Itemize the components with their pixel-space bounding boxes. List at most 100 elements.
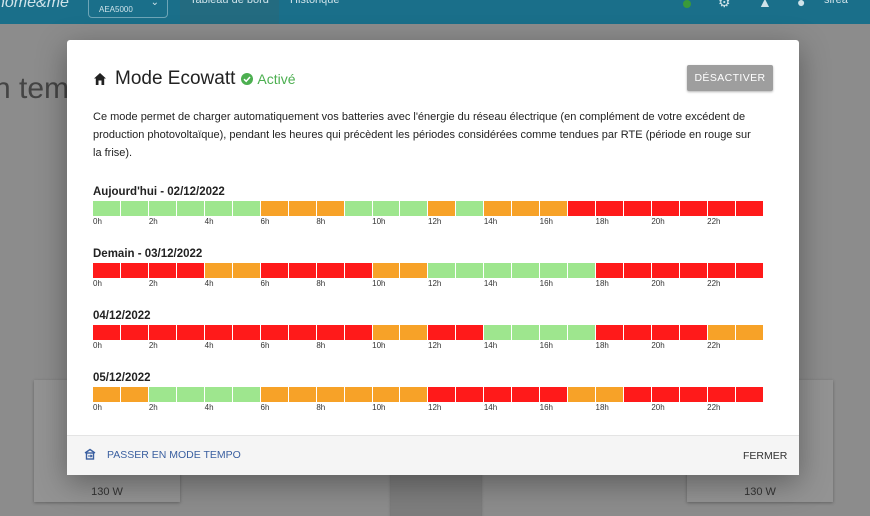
hour-tick-label: 14h (483, 341, 498, 350)
hour-segment (735, 387, 763, 402)
hour-tick-label: 6h (260, 403, 270, 412)
hour-ticks: 0h 2h 4h 6h 8h 10h 12h 14h 16h 18h 20h 22h (93, 279, 763, 291)
hour-tick-label: 2h (148, 279, 158, 288)
hour-tick-label: 12h (428, 341, 442, 350)
hour-tick-label: 8h (316, 341, 326, 350)
hour-segment (428, 263, 457, 278)
close-button[interactable]: FERMER (743, 450, 788, 462)
day-title: 04/12/2022 (93, 310, 151, 322)
tab-history[interactable]: Historique (290, 0, 340, 6)
hour-segment (372, 263, 401, 278)
hour-bar (93, 325, 763, 340)
hour-segment (148, 387, 177, 402)
hour-segment (484, 201, 513, 216)
hour-segment (93, 263, 121, 278)
hour-tick-label: 14h (483, 217, 498, 226)
hour-segment (316, 325, 345, 340)
hour-tick-label: 4h (204, 403, 214, 412)
hour-tick-label: 22h (707, 403, 721, 412)
mode-description: Ce mode permet de charger automatiquemen… (93, 111, 751, 159)
hour-segment (344, 325, 373, 340)
hour-tick-label: 8h (316, 403, 326, 412)
hour-segment (93, 387, 121, 402)
hour-tick-label: 12h (428, 403, 442, 412)
hour-segment (512, 387, 541, 402)
hour-tick-label: 0h (93, 279, 102, 288)
hour-segment (204, 387, 233, 402)
hour-segment (707, 201, 736, 216)
hour-segment (484, 263, 513, 278)
hour-segment (260, 387, 289, 402)
hour-segment (344, 263, 373, 278)
hour-tick-label: 12h (428, 217, 442, 226)
hour-segment (316, 387, 345, 402)
hour-tick-label: 22h (707, 217, 721, 226)
site-select[interactable]: AEA5000 ⌄ (88, 0, 168, 18)
hour-segment (707, 387, 736, 402)
tab-dashboard[interactable]: Tableau de bord (180, 0, 279, 24)
bell-icon[interactable]: ▲ (758, 0, 772, 10)
hour-segment (568, 387, 597, 402)
hour-segment (260, 263, 289, 278)
hour-tick-label: 14h (483, 403, 498, 412)
hour-segment (456, 325, 485, 340)
hour-segment (204, 325, 233, 340)
day-title: Demain - 03/12/2022 (93, 248, 203, 260)
hour-segment (260, 201, 289, 216)
hour-segment (540, 325, 569, 340)
hour-tick-label: 20h (651, 403, 665, 412)
hour-segment (735, 325, 763, 340)
hour-segment (707, 263, 736, 278)
hour-segment (120, 325, 149, 340)
day-timeline: Aujourd'hui - 02/12/2022 0h 2h 4h 6h 8h 10h 12h… (93, 186, 763, 229)
hour-segment (680, 263, 708, 278)
hour-ticks: 0h 2h 4h 6h 8h 10h 12h 14h 16h 18h 20h 22h (93, 217, 763, 229)
hour-tick-label: 10h (372, 403, 386, 412)
hour-segment (120, 201, 149, 216)
hour-segment (680, 387, 708, 402)
hour-tick-label: 10h (372, 279, 386, 288)
hour-segment (232, 201, 261, 216)
hour-tick-label: 18h (595, 403, 609, 412)
hour-segment (176, 263, 205, 278)
hour-tick-label: 6h (260, 217, 270, 226)
hour-tick-label: 18h (595, 341, 609, 350)
bicycle-icon[interactable]: ⚙ (718, 0, 731, 10)
hour-segment (596, 201, 625, 216)
hour-segment (176, 387, 205, 402)
user-name[interactable]: sirea (824, 0, 848, 6)
hour-tick-label: 2h (148, 403, 158, 412)
modal-header: Mode Ecowatt Activé (93, 68, 296, 90)
hour-tick-label: 22h (707, 279, 721, 288)
hour-segment (288, 325, 317, 340)
hour-segment (93, 325, 121, 340)
day-title: 05/12/2022 (93, 372, 151, 384)
hour-tick-label: 22h (707, 341, 721, 350)
hour-segment (456, 387, 485, 402)
hour-segment (176, 325, 205, 340)
hour-segment (428, 201, 457, 216)
user-icon[interactable]: ● (797, 0, 806, 10)
hour-segment (260, 325, 289, 340)
deactivate-button[interactable]: DÉSACTIVER (687, 65, 773, 91)
hour-segment (372, 387, 401, 402)
hour-tick-label: 2h (148, 341, 158, 350)
hour-tick-label: 8h (316, 279, 326, 288)
hour-segment (120, 263, 149, 278)
hour-tick-label: 16h (539, 403, 554, 412)
hour-segment (316, 201, 345, 216)
hour-tick-label: 18h (595, 217, 609, 226)
hour-tick-label: 16h (539, 217, 554, 226)
hour-tick-label: 12h (428, 279, 442, 288)
switch-tempo-button[interactable]: PASSER EN MODE TEMPO (83, 448, 241, 462)
hour-segment (484, 387, 513, 402)
status-dot (683, 0, 691, 8)
hour-segment (204, 201, 233, 216)
hour-segment (680, 325, 708, 340)
hour-segment (540, 387, 569, 402)
hour-ticks: 0h 2h 4h 6h 8h 10h 12h 14h 16h 18h 20h 22h (93, 341, 763, 353)
modal-footer: PASSER EN MODE TEMPO FERMER (67, 435, 799, 475)
hour-ticks: 0h 2h 4h 6h 8h 10h 12h 14h 16h 18h 20h 22h (93, 403, 763, 415)
hour-segment (288, 201, 317, 216)
hour-tick-label: 10h (372, 341, 386, 350)
